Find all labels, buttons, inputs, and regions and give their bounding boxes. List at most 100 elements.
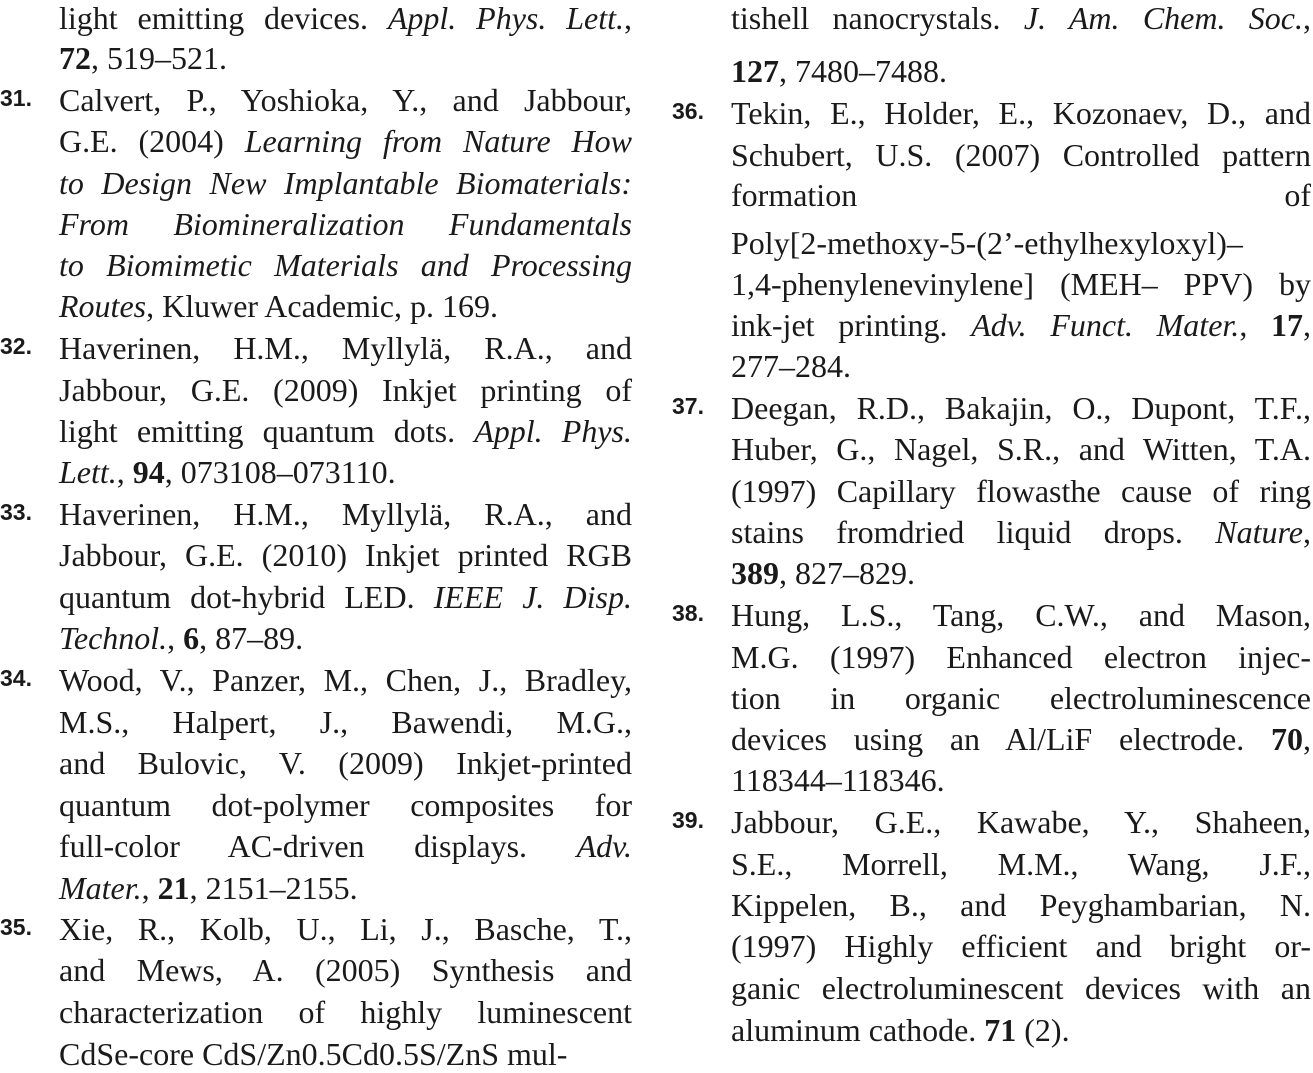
volume-number: 127 [731,53,779,89]
reference-line: and Mews, A. (2005) Synthesis and [59,952,632,988]
reference-text: , [116,454,133,490]
reference-line: Tekin, E., Holder, E., Kozonaev, D., and [731,95,1311,131]
italic-text: Lett. [59,454,117,490]
reference-line: Jabbour, G.E., Kawabe, Y., Shaheen, [731,804,1311,840]
reference-line: to Biomimetic Materials and Processing [59,247,632,283]
reference-line: Lett., 94, 073108–073110. [59,454,632,490]
reference-text: tishell nanocrystals. [731,0,1024,36]
reference-line: M.S., Halpert, J., Bawendi, M.G., [59,704,632,740]
reference-line: Schubert, U.S. (2007) Controlled pattern [731,137,1311,173]
volume-number: 6 [183,620,200,656]
reference-text: Haverinen, H.M., Myllylä, R.A., and [59,330,632,366]
reference-line: light emitting devices. Appl. Phys. Lett… [59,0,632,36]
reference-text: characterization of highly luminescent [59,994,632,1030]
reference-number: 38. [672,600,704,626]
reference-line: and Bulovic, V. (2009) Inkjet-printed [59,745,632,781]
reference-line: 118344–118346. [731,762,1311,798]
reference-line: formation of [731,177,1311,213]
italic-text: to Design New Implantable Biomaterials: [59,165,632,201]
italic-text: Appl. Phys. [474,413,632,449]
reference-line: stains fromdried liquid drops. Nature, [731,514,1311,550]
reference-text: Xie, R., Kolb, U., Li, J., Basche, T., [59,911,632,947]
reference-line: Haverinen, H.M., Myllylä, R.A., and [59,330,632,366]
reference-line: 1,4-phenylenevinylene] (MEH– PPV) by [731,266,1311,302]
reference-text: light emitting devices. [59,0,388,36]
reference-line: M.G. (1997) Enhanced electron injec- [731,639,1311,675]
reference-text: , 2151–2155. [189,870,358,906]
reference-text: , [1303,307,1312,343]
reference-text: G.E. (2004) [59,123,245,159]
reference-text: , 073108–073110. [164,454,396,490]
reference-line: Wood, V., Panzer, M., Chen, J., Bradley, [59,662,632,698]
italic-text: Adv. [576,828,632,864]
reference-line: Haverinen, H.M., Myllylä, R.A., and [59,496,632,532]
reference-line: Xie, R., Kolb, U., Li, J., Basche, T., [59,911,632,947]
reference-text: stains fromdried liquid drops. [731,514,1216,550]
reference-text: (1997) Highly efficient and bright or- [731,928,1311,964]
reference-line: tishell nanocrystals. J. Am. Chem. Soc., [731,0,1311,36]
italic-text: Routes [59,288,147,324]
reference-line: full-color AC-driven displays. Adv. [59,828,632,864]
reference-line: Deegan, R.D., Bakajin, O., Dupont, T.F., [731,390,1311,426]
reference-text: S.E., Morrell, M.M., Wang, J.F., [731,846,1311,882]
reference-line: Jabbour, G.E. (2010) Inkjet printed RGB [59,537,632,573]
reference-text: Haverinen, H.M., Myllylä, R.A., and [59,496,632,532]
reference-line: (1997) Highly efficient and bright or- [731,928,1311,964]
reference-line: CdSe-core CdS/Zn0.5Cd0.5S/ZnS mul- [59,1036,632,1072]
reference-text: , Kluwer Academic, p. 169. [146,288,498,324]
reference-line: (1997) Capillary flowasthe cause of ring [731,473,1311,509]
reference-text: (2). [1016,1012,1070,1048]
reference-line: quantum dot-hybrid LED. IEEE J. Disp. [59,579,632,615]
reference-text: formation of [731,177,1311,213]
volume-number: 389 [731,555,779,591]
reference-text: Wood, V., Panzer, M., Chen, J., Bradley, [59,662,632,698]
reference-line: Technol., 6, 87–89. [59,620,632,656]
reference-text: light emitting quantum dots. [59,413,475,449]
reference-text: 277–284. [731,348,851,384]
italic-text: Mater. [59,870,142,906]
reference-text: , 7480–7488. [779,53,947,89]
reference-number: 32. [0,333,32,359]
reference-line: From Biomineralization Fundamentals [59,206,632,242]
volume-number: 70 [1271,721,1303,757]
reference-text: , [1239,307,1272,343]
reference-text: Huber, G., Nagel, S.R., and Witten, T.A. [731,431,1311,467]
reference-line: tion in organic electroluminescence [731,680,1311,716]
italic-text: to Biomimetic Materials and Processing [59,247,632,283]
reference-text: Schubert, U.S. (2007) Controlled pattern [731,137,1311,173]
reference-text: 118344–118346. [731,762,945,798]
reference-line: Kippelen, B., and Peyghambarian, N. [731,887,1311,923]
reference-text: Poly[2-methoxy-5-(2’-ethylhexyloxyl)– [731,225,1243,261]
reference-line: 127, 7480–7488. [731,53,1311,89]
reference-text: M.S., Halpert, J., Bawendi, M.G., [59,704,632,740]
reference-line: 72, 519–521. [59,40,632,76]
reference-number: 35. [0,914,32,940]
italic-text: Learning from Nature How [244,123,633,159]
reference-text: full-color AC-driven displays. [59,828,577,864]
reference-line: Routes, Kluwer Academic, p. 169. [59,288,632,324]
reference-text: ganic electroluminescent devices with an [731,970,1311,1006]
reference-text: quantum dot-hybrid LED. [59,579,434,615]
reference-text: aluminum cathode. [731,1012,985,1048]
reference-text: and Bulovic, V. (2009) Inkjet-printed [59,745,632,781]
reference-number: 37. [672,393,704,419]
italic-text: Technol. [59,620,168,656]
reference-text: Calvert, P., Yoshioka, Y., and Jabbour, [59,82,632,118]
reference-number: 36. [672,98,704,124]
reference-number: 39. [672,807,704,833]
reference-text: Deegan, R.D., Bakajin, O., Dupont, T.F., [731,390,1311,426]
reference-text: Tekin, E., Holder, E., Kozonaev, D., and [731,95,1311,131]
reference-text: , [141,870,158,906]
volume-number: 71 [984,1012,1017,1048]
reference-line: S.E., Morrell, M.M., Wang, J.F., [731,846,1311,882]
reference-number: 33. [0,499,32,525]
reference-line: Hung, L.S., Tang, C.W., and Mason, [731,597,1311,633]
volume-number: 72 [59,40,91,76]
reference-text: Hung, L.S., Tang, C.W., and Mason, [731,597,1311,633]
reference-line: to Design New Implantable Biomaterials: [59,165,632,201]
italic-text: J. Am. Chem. Soc. [1023,0,1304,36]
reference-text: , 87–89. [199,620,304,656]
reference-line: 277–284. [731,348,1311,384]
reference-text: Jabbour, G.E. (2009) Inkjet printing of [59,372,632,408]
reference-text: , [167,620,184,656]
